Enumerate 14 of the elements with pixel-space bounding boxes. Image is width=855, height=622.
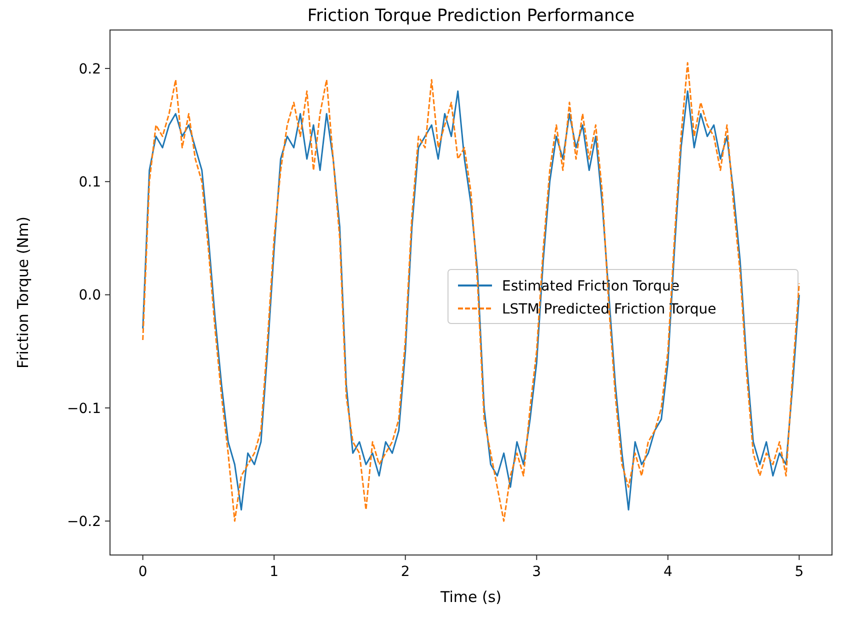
y-tick-label: −0.2 — [67, 514, 101, 530]
x-tick-label: 2 — [400, 564, 410, 580]
x-tick-label: 0 — [138, 564, 148, 580]
y-tick-label: 0.1 — [78, 174, 101, 191]
y-tick-label: −0.1 — [67, 400, 101, 417]
x-tick-label: 1 — [270, 564, 279, 580]
x-tick-label: 5 — [794, 564, 804, 580]
x-axis-title: Time (s) — [440, 588, 502, 606]
y-tick-label: 0.2 — [78, 61, 101, 78]
chart-title: Friction Torque Prediction Performance — [307, 6, 635, 26]
y-axis-title: Friction Torque (Nm) — [14, 216, 32, 368]
y-tick-label: 0.0 — [78, 288, 101, 304]
x-tick-label: 3 — [532, 564, 542, 580]
x-tick-label: 4 — [663, 564, 672, 580]
